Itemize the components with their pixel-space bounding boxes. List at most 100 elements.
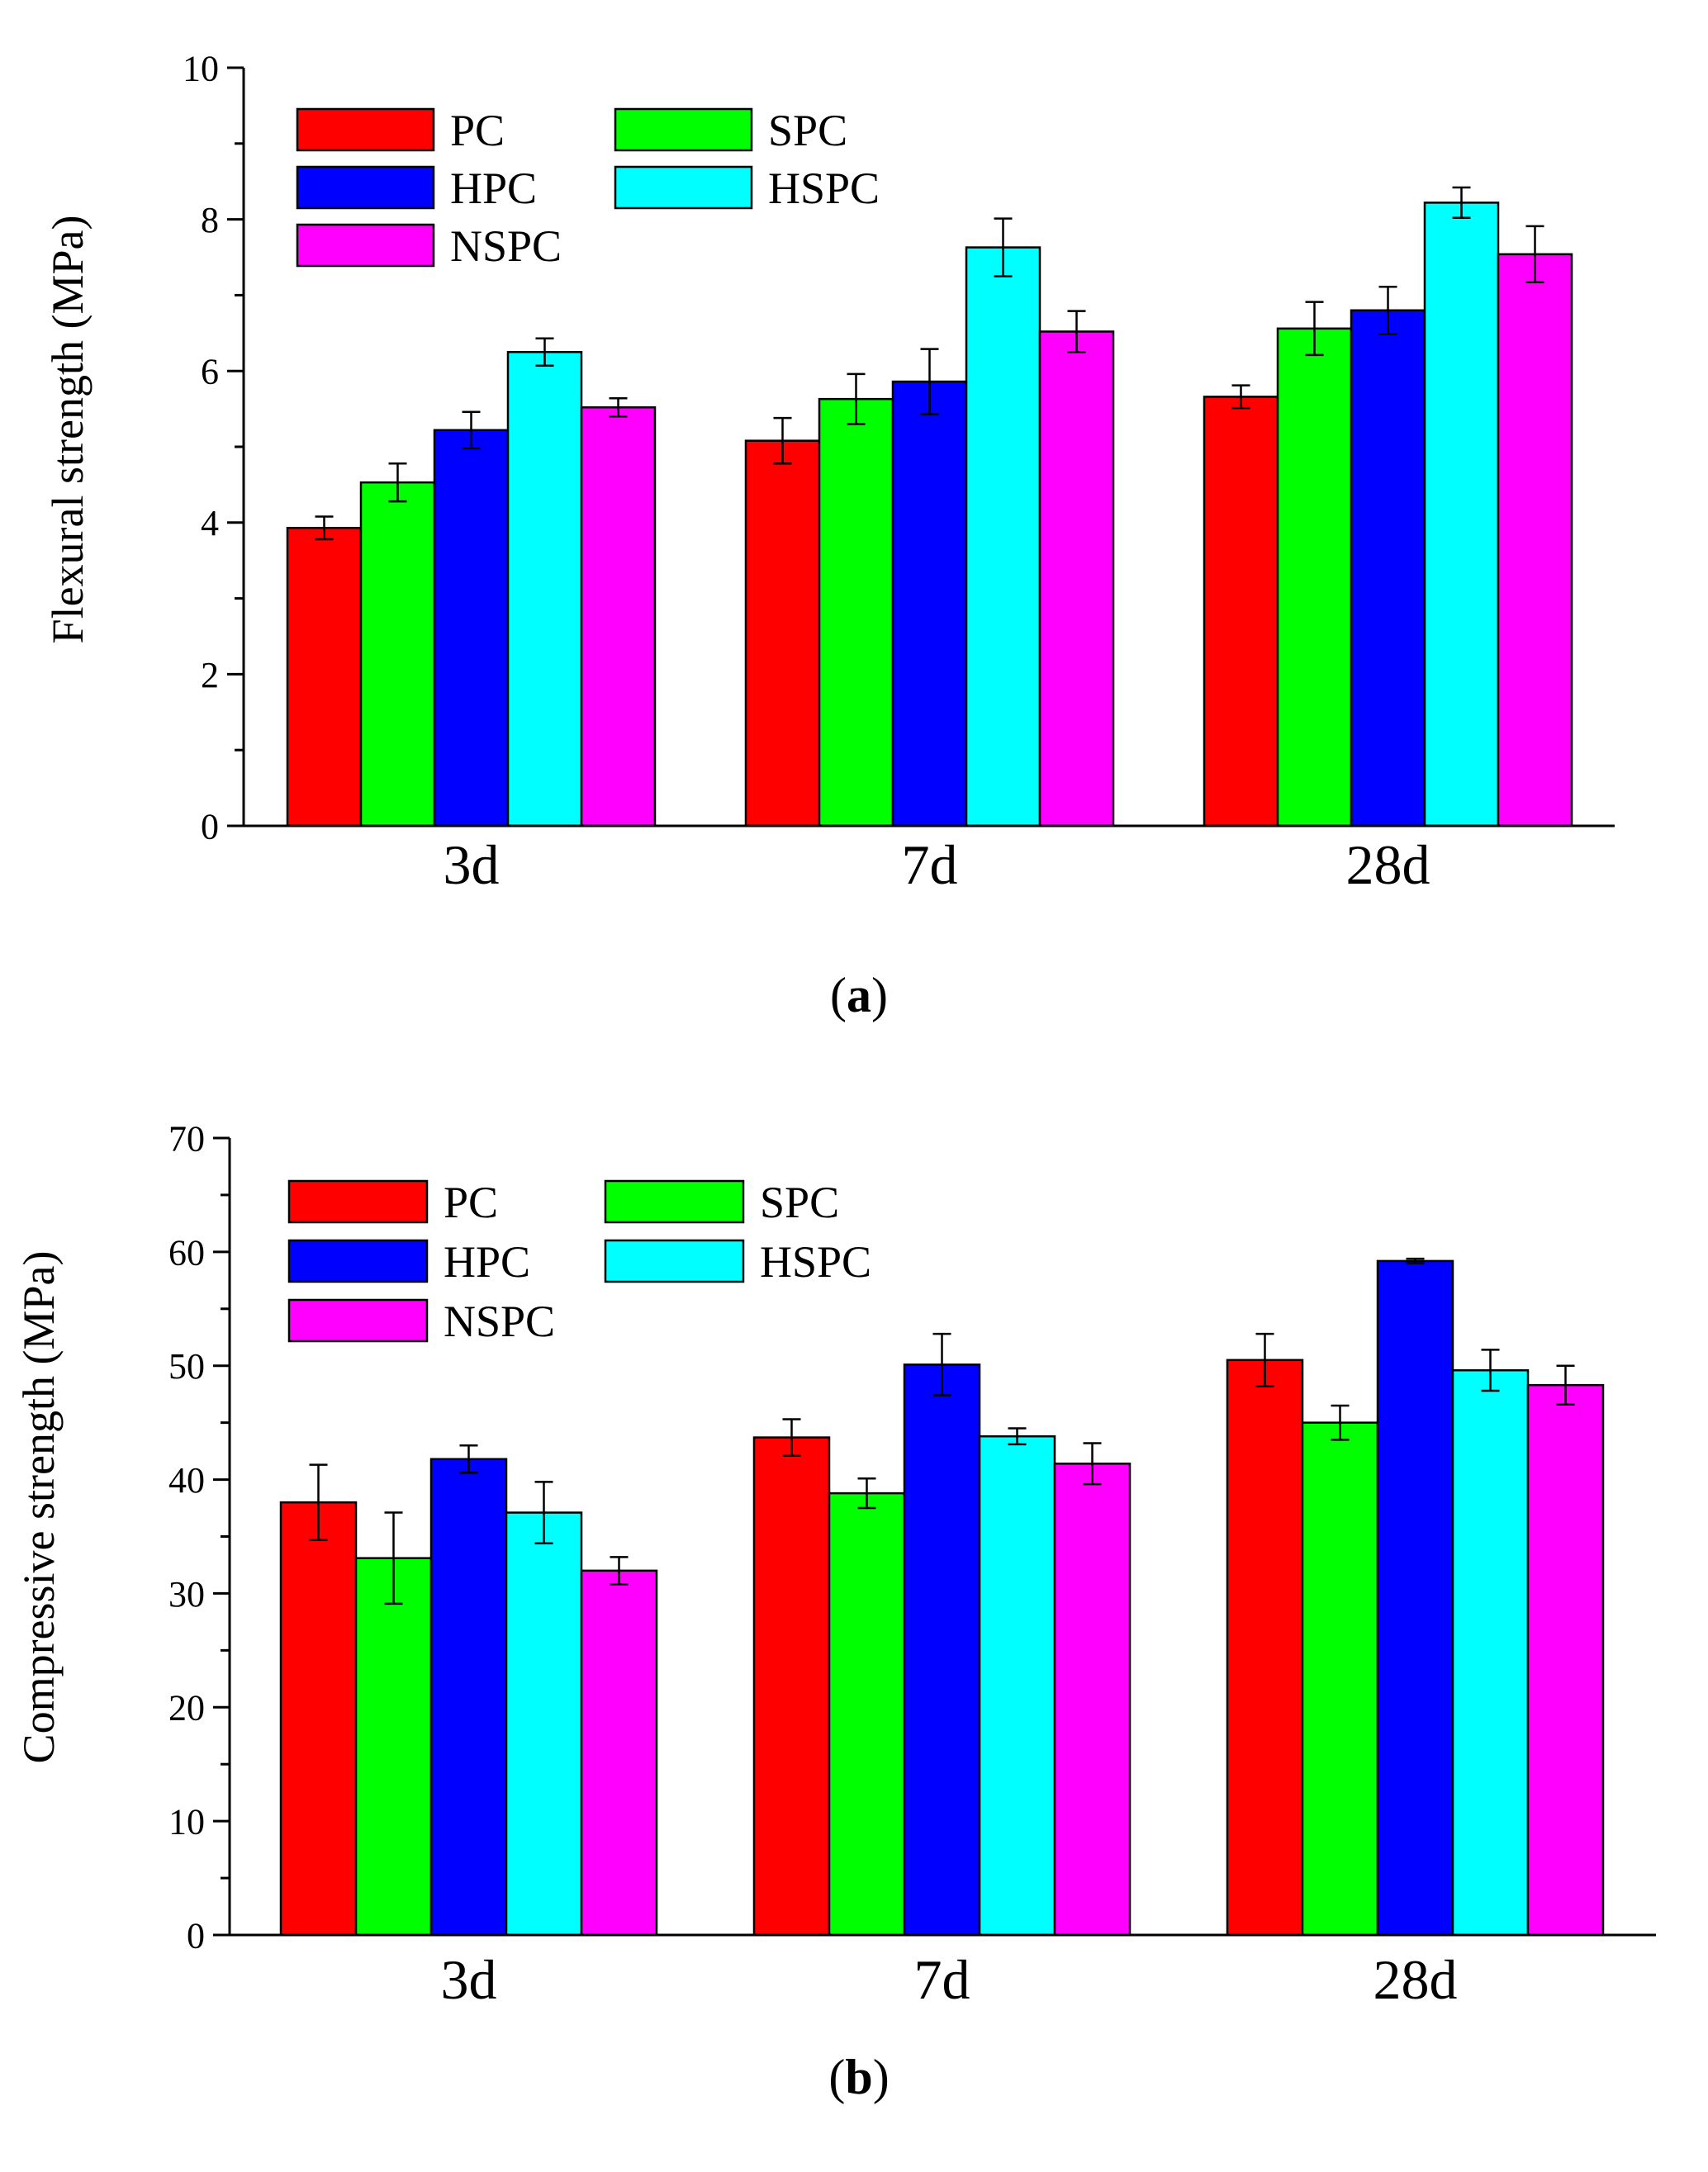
legend-swatch-nspc	[287, 1298, 429, 1343]
bar-nspc-7d	[1053, 1463, 1132, 1937]
axes: 3d 7d 28d 0 10 20 30 40 50 60 70	[168, 1118, 1656, 2011]
y-tick-label: 4	[201, 503, 219, 543]
bar-hspc-7d	[965, 246, 1041, 828]
legend-swatch-spc	[604, 1179, 745, 1224]
bar-hpc-3d	[429, 1458, 508, 1937]
legend: PC SPC HPC HSPC NSPC	[287, 1178, 871, 1346]
y-tick-label: 8	[201, 200, 219, 240]
legend-swatch-hspc	[604, 1239, 745, 1283]
error-bar-spc-28d	[1331, 1404, 1350, 1441]
error-bar-spc-28d	[1305, 301, 1324, 357]
error-bar-nspc-7d	[1067, 310, 1086, 353]
bar-nspc-28d	[1497, 253, 1573, 828]
y-tick-label: 50	[168, 1346, 205, 1387]
legend-label-hspc: HSPC	[768, 164, 880, 213]
legend-swatch-hpc	[287, 1239, 429, 1283]
error-bar-nspc-3d	[609, 396, 628, 418]
y-tick-label: 20	[168, 1688, 205, 1729]
bar-nspc-28d	[1526, 1383, 1605, 1937]
y-tick-label: 10	[183, 48, 219, 88]
x-tick-label: 3d	[444, 833, 500, 896]
error-bar-hspc-3d	[535, 337, 554, 368]
error-bar-nspc-7d	[1083, 1442, 1102, 1486]
y-axis-label: Compressive strength (MPa)	[14, 1251, 64, 1764]
bar-nspc-7d	[1038, 330, 1115, 828]
x-tick-label: 28d	[1374, 1948, 1458, 2011]
error-bar-hpc-28d	[1406, 1257, 1425, 1264]
error-bar-pc-3d	[315, 515, 334, 541]
bar-nspc-3d	[580, 1569, 658, 1937]
legend: PC SPC HPC HSPC NSPC	[296, 106, 880, 271]
bar-spc-3d	[354, 1557, 433, 1937]
legend-label-spc: SPC	[760, 1178, 839, 1227]
error-bar-spc-3d	[388, 462, 407, 503]
legend-label-nspc: NSPC	[450, 221, 562, 271]
bar-nspc-3d	[580, 406, 657, 828]
error-bar-hpc-3d	[459, 1444, 478, 1474]
y-tick-label: 30	[168, 1574, 205, 1615]
bar-pc-28d	[1226, 1359, 1304, 1937]
x-tick-label: 28d	[1346, 833, 1430, 896]
error-bar-nspc-3d	[610, 1556, 629, 1586]
legend-label-hpc: HPC	[444, 1237, 530, 1287]
bar-hpc-3d	[433, 429, 510, 828]
bar-hpc-28d	[1376, 1259, 1454, 1937]
error-bar-hspc-3d	[534, 1481, 553, 1545]
legend-swatch-pc	[296, 107, 435, 152]
bar-hspc-28d	[1451, 1368, 1530, 1937]
bar-hpc-28d	[1350, 309, 1426, 828]
x-tick-label: 7d	[914, 1948, 970, 2011]
bar-hspc-7d	[978, 1435, 1056, 1937]
error-bar-nspc-28d	[1525, 225, 1544, 284]
y-tick-label: 2	[201, 655, 219, 695]
error-bar-pc-7d	[773, 416, 792, 465]
legend-label-nspc: NSPC	[444, 1297, 555, 1346]
y-tick-label: 6	[201, 352, 219, 392]
bar-pc-3d	[279, 1501, 358, 1937]
legend-swatch-hpc	[296, 165, 435, 210]
bar-spc-7d	[828, 1491, 906, 1937]
legend-label-pc: PC	[444, 1178, 498, 1227]
x-tick-label: 7d	[902, 833, 958, 896]
bar-hpc-7d	[891, 380, 968, 828]
error-bar-hpc-7d	[920, 348, 939, 415]
error-bar-pc-3d	[309, 1463, 328, 1541]
error-bar-hspc-28d	[1481, 1349, 1500, 1392]
legend-label-hpc: HPC	[450, 164, 537, 213]
bar-spc-28d	[1276, 327, 1353, 828]
error-bar-pc-7d	[782, 1418, 801, 1457]
flexural-strength-chart: 3d 7d 28d 0 2 4 6 8 10 PC SPC HPC HSPC NSPC Flexural…	[43, 48, 1615, 1022]
legend-label-hspc: HSPC	[760, 1237, 871, 1287]
error-bar-hpc-3d	[462, 410, 481, 450]
error-bar-spc-7d	[847, 372, 866, 425]
y-tick-label: 60	[168, 1232, 205, 1273]
bar-pc-7d	[744, 439, 821, 828]
legend-swatch-spc	[614, 107, 753, 152]
y-tick-label: 10	[168, 1802, 205, 1842]
axes: 3d 7d 28d 0 2 4 6 8 10	[183, 48, 1615, 896]
bar-hspc-3d	[505, 1511, 583, 1937]
legend-swatch-nspc	[296, 223, 435, 268]
y-tick-label: 70	[168, 1118, 205, 1159]
bar-pc-7d	[752, 1436, 831, 1937]
y-tick-label: 0	[201, 806, 219, 847]
error-bar-hspc-7d	[994, 217, 1013, 277]
error-bar-hspc-28d	[1452, 186, 1471, 220]
bar-spc-7d	[818, 397, 894, 828]
y-tick-label: 0	[187, 1915, 205, 1956]
bar-spc-3d	[359, 481, 436, 828]
bar-spc-28d	[1301, 1421, 1379, 1937]
panel-label-a: (a)	[830, 968, 888, 1022]
bar-hspc-28d	[1423, 202, 1500, 828]
legend-label-pc: PC	[450, 106, 505, 155]
bar-hspc-3d	[506, 351, 583, 828]
legend-swatch-pc	[287, 1179, 429, 1224]
legend-swatch-hspc	[614, 165, 753, 210]
error-bar-pc-28d	[1231, 384, 1250, 410]
error-bar-hpc-7d	[932, 1332, 951, 1397]
error-bar-spc-7d	[857, 1477, 876, 1510]
error-bar-spc-3d	[384, 1511, 403, 1605]
error-bar-nspc-28d	[1556, 1364, 1575, 1406]
bar-pc-3d	[286, 526, 363, 828]
